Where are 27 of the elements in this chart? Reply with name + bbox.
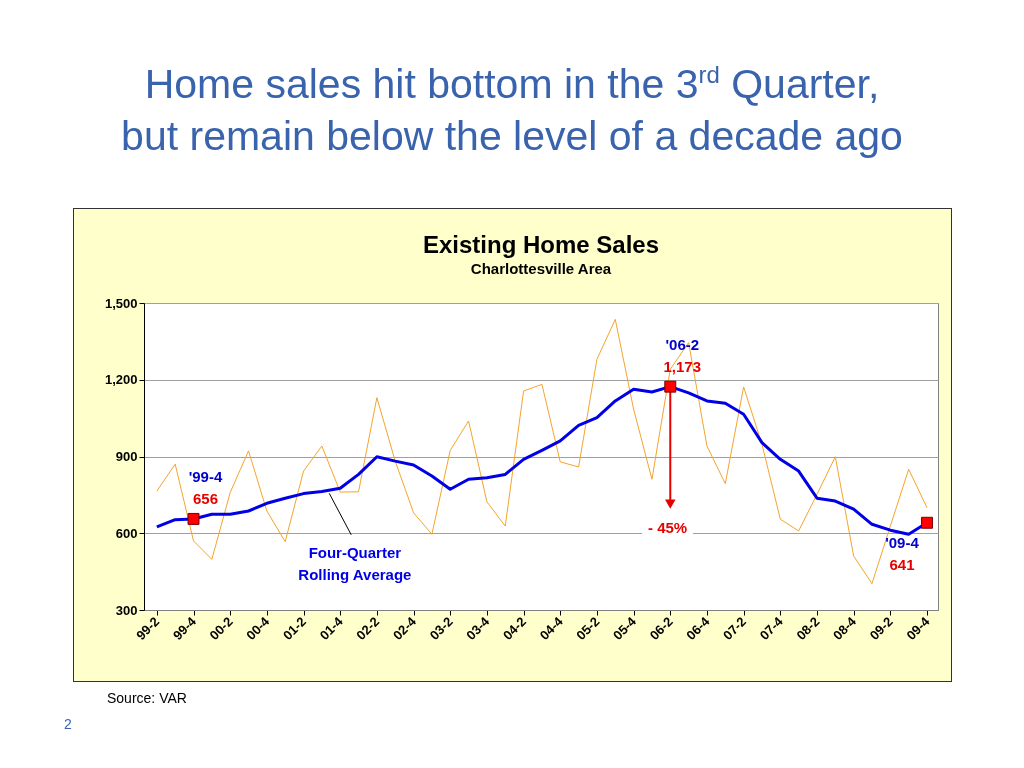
annotation: '09-4 — [885, 533, 920, 551]
point — [664, 380, 677, 393]
point — [921, 516, 933, 529]
annotation: - 45% — [642, 519, 694, 536]
chart-subtitle: Existing Home Sales — [422, 231, 660, 258]
x-axis-title: Charlottesville Area — [470, 260, 612, 277]
annotation: 656 — [192, 489, 219, 507]
x-tick-label: 06-2 — [646, 613, 676, 643]
text: Four-Quarter Rolling Average — [298, 543, 412, 583]
x-tick-label: 09-2 — [866, 613, 896, 643]
y-tick-label: 300 — [115, 602, 138, 618]
y-tick-label: 600 — [115, 525, 138, 541]
chart-title: Home sales hit bottom in the 3$^{rd}$ Quarter, but remain below the level of a decade ago — [120, 60, 904, 161]
line-series — [156, 318, 928, 585]
y-tick-label: 900 — [115, 449, 138, 464]
annotation: '99-4 — [188, 467, 223, 485]
y-tick-label: 1,500 — [104, 295, 138, 311]
x-tick-label: 01-4 — [316, 613, 347, 643]
source-note: Source: VAR — [107, 690, 187, 706]
point — [187, 512, 200, 525]
annotation: '06-2 — [665, 335, 700, 353]
y-tick-label: 1,200 — [104, 372, 138, 388]
x-tick-label: 04-4 — [536, 613, 567, 643]
x-tick-label: 03-2 — [426, 613, 456, 643]
annotation: 641 — [889, 555, 915, 573]
text: 2 — [64, 716, 72, 732]
x-tick-label: 07-4 — [756, 613, 787, 643]
